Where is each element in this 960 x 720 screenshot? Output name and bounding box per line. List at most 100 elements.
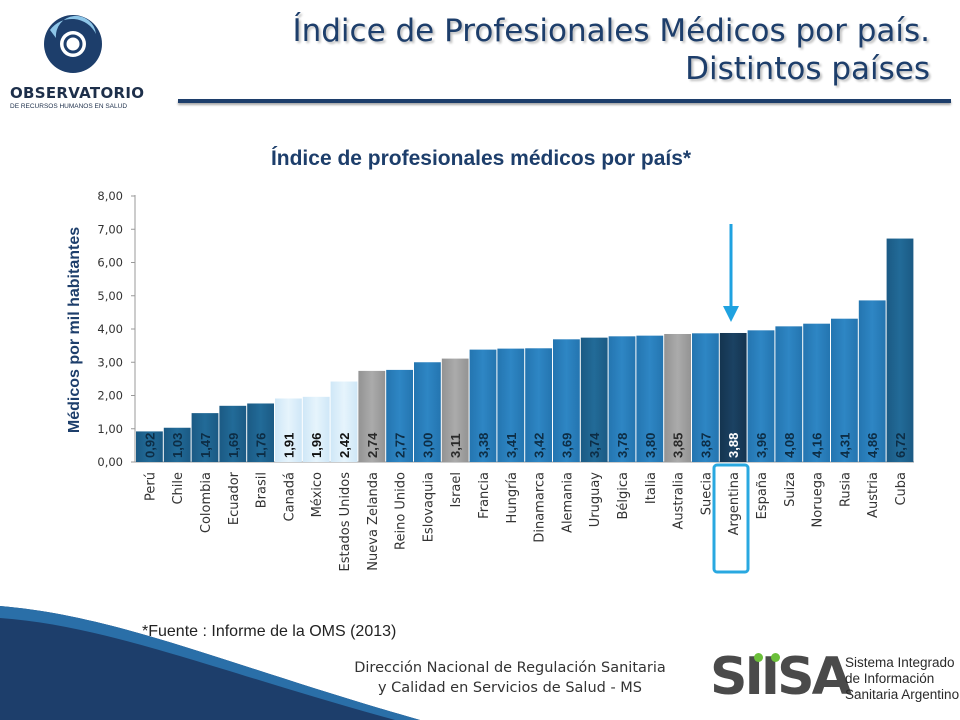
- bar-value-label: 3,42: [532, 433, 547, 458]
- bar-value-label: 3,96: [754, 433, 769, 458]
- bar-value-label: 2,42: [337, 433, 352, 458]
- bar-value-label: 3,74: [587, 432, 602, 458]
- x-category-label: Hungría: [505, 472, 520, 523]
- title-underline: [178, 99, 951, 103]
- slide-title-line2: Distintos países: [685, 51, 930, 87]
- x-category-label: Israel: [449, 472, 464, 508]
- chart-title: Índice de profesionales médicos por país…: [271, 147, 692, 170]
- x-category-label: Eslovaquia: [421, 472, 436, 542]
- bar-value-label: 4,16: [810, 433, 825, 458]
- y-tick-label: 2,00: [97, 389, 123, 403]
- bar: [358, 370, 386, 462]
- bar-value-label: 3,80: [643, 433, 658, 458]
- x-category-label: Rusia: [838, 472, 853, 507]
- bar-value-label: 3,88: [726, 433, 741, 458]
- x-category-label: Australia: [672, 472, 687, 530]
- bar: [775, 326, 803, 462]
- bar-value-label: 2,77: [393, 433, 408, 458]
- x-category-label: Brasil: [255, 472, 270, 508]
- y-tick-label: 6,00: [97, 256, 123, 270]
- bar: [275, 398, 302, 462]
- bar: [219, 405, 247, 462]
- x-category-label: Francia: [477, 472, 492, 519]
- y-tick-label: 7,00: [97, 222, 123, 236]
- x-category-label: México: [310, 472, 325, 517]
- siisa-descriptor: Sistema Integrado de Información Sanitar…: [845, 655, 959, 703]
- x-category-label: Cuba: [894, 472, 909, 506]
- x-category-label: Alemania: [560, 472, 575, 533]
- x-category-label: Perú: [143, 472, 158, 501]
- bar-value-label: 3,87: [698, 433, 713, 458]
- siisa-mark-text: SIISA: [710, 647, 852, 707]
- x-category-label: Uruguay: [588, 472, 603, 528]
- x-category-label: Noruega: [811, 472, 826, 527]
- siisa-green-dot-icon: [754, 653, 763, 662]
- x-category-label: Argentina: [727, 472, 742, 535]
- highlight-box: [712, 463, 750, 574]
- bar: [525, 348, 552, 462]
- bar-value-label: 1,76: [254, 433, 269, 458]
- bar: [414, 362, 441, 462]
- bar: [497, 348, 525, 462]
- bar: [692, 333, 719, 462]
- x-category-label: Reino Unido: [394, 472, 409, 550]
- x-category-label: Bélgica: [616, 472, 631, 520]
- bar: [469, 349, 497, 462]
- bar-value-label: 1,91: [281, 433, 296, 458]
- x-category-label: Chile: [171, 472, 186, 505]
- bar: [330, 381, 358, 462]
- bar: [302, 396, 330, 462]
- bar: [553, 339, 580, 462]
- source-note: *Fuente : Informe de la OMS (2013): [142, 623, 397, 640]
- x-category-label: Canadá: [282, 472, 297, 521]
- bar-value-label: 1,47: [198, 433, 213, 458]
- y-tick-label: 5,00: [97, 289, 123, 303]
- highlight-arrow: [723, 224, 739, 322]
- bar: [191, 413, 219, 462]
- bar-value-label: 6,72: [893, 433, 908, 458]
- y-tick-label: 4,00: [97, 322, 123, 336]
- x-category-label: Italia: [644, 472, 659, 504]
- bar: [747, 330, 775, 462]
- bar: [580, 337, 608, 462]
- bar: [608, 336, 636, 462]
- bar: [664, 333, 691, 462]
- bar-value-label: 4,31: [837, 433, 852, 458]
- y-tick-label: 0,00: [97, 455, 123, 469]
- bar: [719, 332, 747, 462]
- bar: [831, 318, 858, 462]
- y-axis-label: Médicos por mil habitantes: [66, 227, 83, 433]
- siisa-logo: SIISA: [710, 647, 852, 707]
- logo-name: OBSERVATORIO: [10, 84, 145, 102]
- bar-value-label: 4,86: [865, 433, 880, 458]
- bars-group: [136, 238, 914, 462]
- bar-value-label: 3,11: [448, 433, 463, 458]
- y-tick-label: 1,00: [97, 422, 123, 436]
- x-category-label: España: [755, 472, 770, 519]
- bar: [136, 431, 163, 462]
- logo-subtitle: DE RECURSOS HUMANOS EN SALUD: [10, 103, 128, 110]
- bar-value-label: 3,38: [476, 433, 491, 458]
- bar: [441, 358, 469, 462]
- x-category-label: Estados Unidos: [338, 472, 353, 572]
- footer-line1: Dirección Nacional de Regulación Sanitar…: [354, 660, 666, 676]
- bar-value-label: 1,03: [170, 433, 185, 458]
- bar-value-label: 3,00: [420, 433, 435, 458]
- x-category-label: Suiza: [783, 472, 798, 507]
- bar: [886, 238, 914, 462]
- siisa-green-dot-icon: [771, 653, 780, 662]
- slide-title-line1: Índice de Profesionales Médicos por país…: [292, 13, 930, 49]
- y-tick-label: 8,00: [97, 189, 123, 203]
- x-category-label: Austria: [866, 472, 881, 518]
- bar-value-label: 2,74: [365, 432, 380, 458]
- bar-value-label: 1,69: [226, 433, 241, 458]
- y-tick-label: 3,00: [97, 355, 123, 369]
- corner-wave-decoration: [0, 596, 420, 720]
- observatorio-logo: [44, 15, 102, 73]
- x-category-label: Colombia: [199, 472, 214, 533]
- category-labels-group: Perú Chile Colombia Ecuador Brasil Canadá Méxi…: [143, 471, 909, 571]
- siisa-line1: Sistema Integrado: [845, 655, 955, 670]
- bar: [163, 427, 191, 462]
- bar: [247, 403, 274, 462]
- siisa-line3: Sanitaria Argentino: [845, 687, 960, 702]
